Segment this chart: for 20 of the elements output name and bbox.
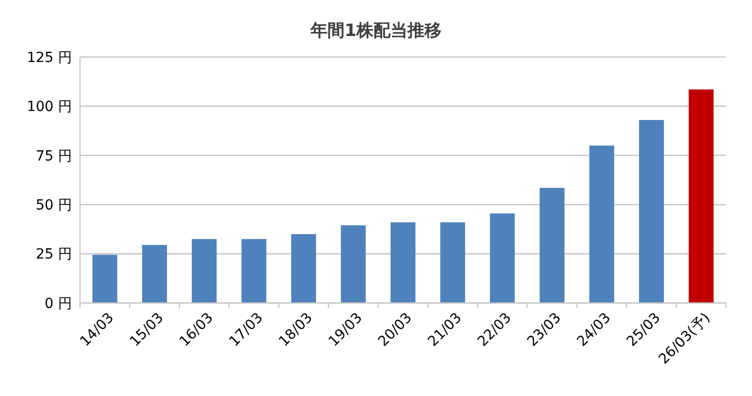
bar [540, 188, 564, 303]
y-tick-label: 50 円 [36, 198, 72, 214]
bar [192, 239, 217, 303]
chart-title: 年間1株配当推移 [310, 21, 442, 41]
bar [142, 244, 167, 303]
y-tick-label: 125 円 [26, 50, 72, 66]
y-tick-label: 0 円 [44, 296, 72, 312]
bar [639, 120, 664, 303]
bar [440, 222, 466, 303]
bar [688, 89, 714, 303]
bar [291, 234, 316, 303]
y-tick-label: 75 円 [36, 148, 72, 164]
bar [390, 222, 416, 303]
bar [340, 225, 366, 303]
bar [92, 254, 118, 303]
bar [490, 213, 515, 303]
bar [589, 146, 614, 303]
y-tick-label: 100 円 [26, 99, 72, 116]
bar [242, 239, 266, 303]
y-tick-label: 25 円 [36, 246, 72, 263]
